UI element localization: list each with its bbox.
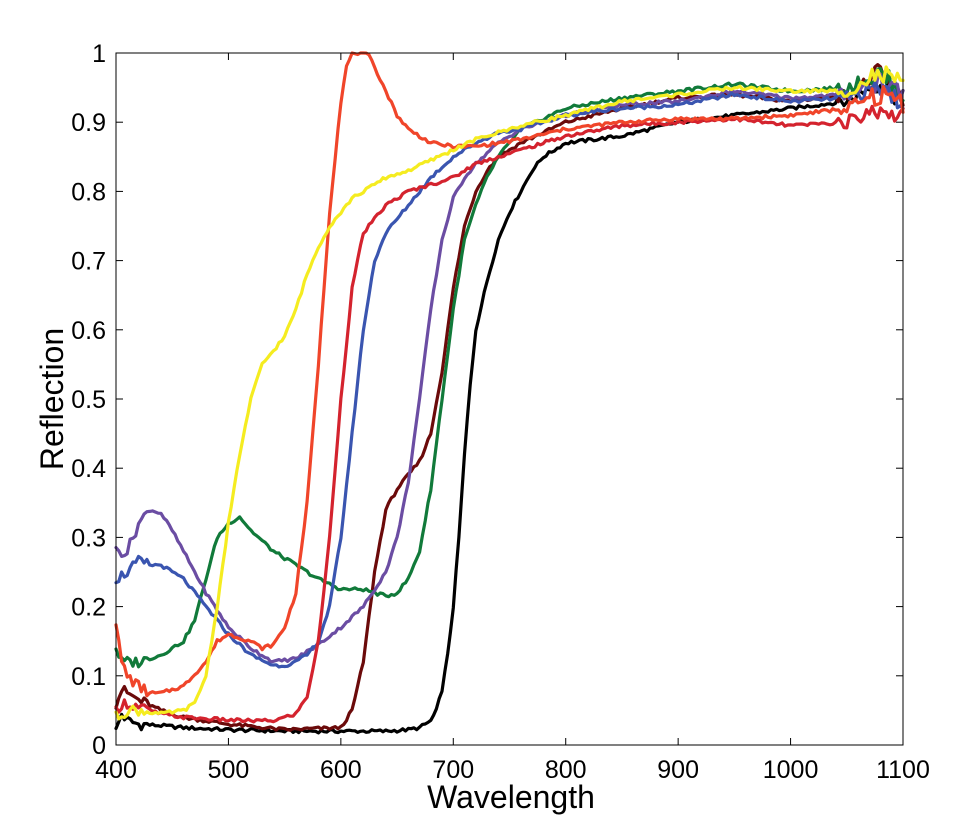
x-tick-label: 500: [208, 756, 250, 784]
x-tick-label: 1100: [876, 756, 930, 784]
series-layer: [114, 51, 905, 735]
x-tick-label: 800: [545, 756, 587, 784]
x-axis-title: Wavelength: [427, 779, 595, 815]
x-tick-label: 400: [95, 756, 137, 784]
series-line-purple: [114, 72, 905, 664]
x-tick-label: 900: [657, 756, 699, 784]
y-tick-label: 0.9: [71, 109, 106, 137]
y-axis: 0 0.1 0.2 0.3 0.4 0.5 0.6 0.7 0.8 0.9 1: [71, 40, 903, 760]
y-tick-label: 0: [92, 732, 106, 760]
y-tick-label: 0.7: [71, 248, 106, 276]
y-tick-label: 0.4: [71, 455, 106, 483]
y-tick-label: 0.5: [71, 386, 106, 414]
x-tick-label: 700: [432, 756, 474, 784]
y-tick-label: 0.2: [71, 594, 106, 622]
y-tick-label: 1: [92, 40, 106, 68]
series-line-blue: [114, 81, 905, 669]
series-line-orange-red: [114, 51, 905, 698]
series-line-black: [114, 80, 905, 735]
x-tick-label: 1000: [763, 756, 819, 784]
series-line-crimson: [114, 104, 905, 724]
series-line-yellow: [114, 65, 905, 721]
x-axis: 400 500 600 700 800 900 1000 1100: [95, 53, 930, 784]
y-tick-label: 0.1: [71, 663, 106, 691]
y-tick-label: 0.6: [71, 317, 106, 345]
x-tick-label: 600: [320, 756, 362, 784]
y-tick-label: 0.8: [71, 178, 106, 206]
y-tick-label: 0.3: [71, 524, 106, 552]
y-axis-title: Reflection: [34, 328, 70, 470]
